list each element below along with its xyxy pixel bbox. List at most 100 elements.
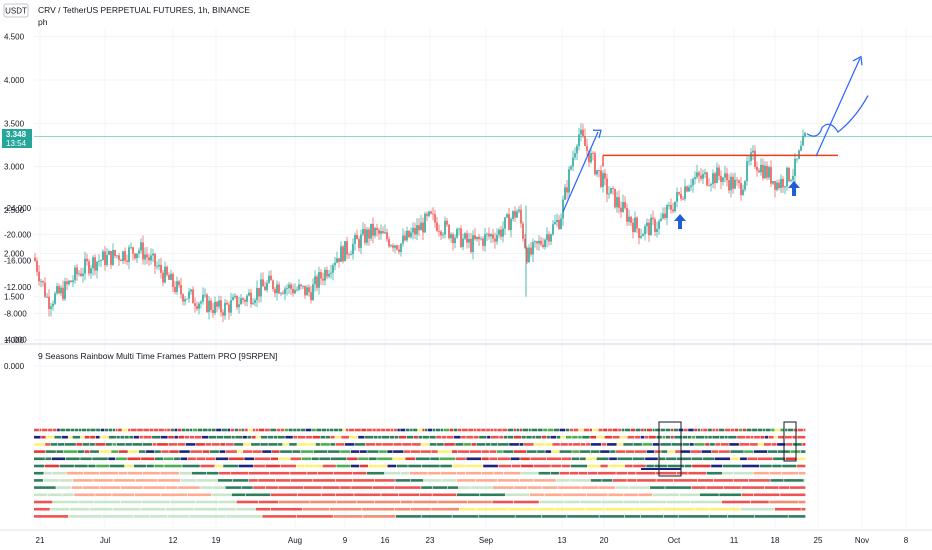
rainbow-segment xyxy=(741,464,760,468)
rainbow-segment xyxy=(293,428,297,432)
rainbow-segment xyxy=(587,464,600,468)
rainbow-segment xyxy=(442,479,457,482)
candle-body xyxy=(214,301,216,314)
rainbow-segment xyxy=(54,435,62,439)
rainbow-segment xyxy=(752,428,758,432)
rainbow-segment xyxy=(612,479,627,482)
candle-body xyxy=(100,260,102,261)
rainbow-segment xyxy=(215,457,229,461)
candle-body xyxy=(208,300,210,312)
rainbow-segment xyxy=(378,435,382,439)
buy-arrow-late-oct[interactable] xyxy=(788,181,800,196)
rainbow-segment xyxy=(665,435,671,439)
rainbow-segment xyxy=(489,457,497,461)
candle-body xyxy=(646,222,648,227)
rainbow-segment xyxy=(568,443,573,446)
rainbow-segment xyxy=(143,428,149,432)
rainbow-segment xyxy=(754,450,768,453)
rainbow-segment xyxy=(633,443,642,446)
rainbow-segment xyxy=(803,428,806,432)
candle-body xyxy=(40,281,42,282)
rainbow-segment xyxy=(601,500,623,504)
rainbow-segment xyxy=(535,435,542,439)
candle-body xyxy=(48,296,50,309)
rainbow-segment xyxy=(104,428,109,432)
candle-body xyxy=(276,284,278,294)
rainbow-segment xyxy=(513,450,527,453)
trend-arrow-line[interactable] xyxy=(562,131,599,212)
candle-body xyxy=(510,218,512,231)
rainbow-segment xyxy=(729,443,739,446)
rainbow-segment xyxy=(466,435,474,439)
projection-arrow-line[interactable] xyxy=(815,58,861,157)
candle-body xyxy=(46,296,48,298)
projection-curve[interactable] xyxy=(806,95,869,137)
candle-body xyxy=(594,153,596,175)
rainbow-segment xyxy=(449,428,454,432)
rainbow-segment xyxy=(350,464,360,468)
rainbow-segment xyxy=(34,486,56,489)
rainbow-segment xyxy=(625,450,634,453)
candle-body xyxy=(434,214,436,223)
rainbow-segment xyxy=(627,471,636,475)
rainbow-segment xyxy=(640,500,667,504)
rainbow-segment xyxy=(516,428,520,432)
candle-body xyxy=(158,264,160,267)
rainbow-indicator-bars xyxy=(34,428,806,518)
rainbow-segment xyxy=(348,428,355,432)
candle-body xyxy=(60,287,62,294)
rainbow-segment xyxy=(437,443,444,446)
candle-body xyxy=(308,287,310,293)
time-tick-label: 18 xyxy=(771,536,780,545)
rainbow-segment xyxy=(209,450,219,453)
rainbow-segment xyxy=(352,471,367,475)
rainbow-segment xyxy=(779,486,790,489)
rainbow-segment xyxy=(666,500,690,504)
candle-body xyxy=(206,294,208,312)
rainbow-segment xyxy=(200,464,215,468)
candle-body xyxy=(514,211,516,218)
rainbow-segment xyxy=(333,515,363,518)
rainbow-segment xyxy=(676,457,691,461)
highlight-box-late-oct[interactable] xyxy=(783,421,797,462)
rainbow-segment xyxy=(118,428,122,432)
candle-body xyxy=(626,207,628,222)
rainbow-segment xyxy=(280,428,285,432)
rainbow-segment xyxy=(340,450,351,453)
rainbow-segment xyxy=(656,471,677,475)
rainbow-segment xyxy=(596,457,609,461)
highlight-box-oct[interactable] xyxy=(658,421,682,477)
candle-body xyxy=(98,260,100,262)
rainbow-segment xyxy=(288,428,293,432)
candle-body xyxy=(282,292,284,294)
rainbow-segment xyxy=(797,457,806,461)
rainbow-segment xyxy=(583,428,590,432)
rainbow-segment xyxy=(394,507,411,511)
buy-arrow-oct[interactable] xyxy=(674,214,686,229)
currency-badge[interactable] xyxy=(3,3,29,18)
rainbow-segment xyxy=(393,428,397,432)
rainbow-segment xyxy=(57,428,60,432)
current-price-value: 3.348 xyxy=(6,130,27,139)
rainbow-segment xyxy=(398,493,420,497)
rainbow-segment xyxy=(443,428,449,432)
rainbow-segment xyxy=(457,428,462,432)
rainbow-segment xyxy=(526,435,532,439)
rainbow-segment xyxy=(787,428,794,432)
indicator-title[interactable]: 9 Seasons Rainbow Multi Time Frames Patt… xyxy=(38,351,278,361)
rainbow-segment xyxy=(529,493,544,497)
candle-body xyxy=(464,233,466,239)
rainbow-segment xyxy=(141,457,155,461)
candle-body xyxy=(198,303,200,309)
candle-body xyxy=(80,273,82,276)
rainbow-segment xyxy=(61,435,68,439)
rainbow-segment xyxy=(515,515,541,518)
candle-body xyxy=(544,239,546,247)
price-tick-label: 1.500 xyxy=(4,293,25,302)
candle-body xyxy=(116,255,118,257)
rainbow-segment xyxy=(475,479,498,482)
rainbow-segment xyxy=(296,515,333,518)
chart-title[interactable]: CRV / TetherUS PERPETUAL FUTURES, 1h, BI… xyxy=(38,5,250,15)
candle-body xyxy=(186,298,188,300)
candle-body xyxy=(338,258,340,262)
